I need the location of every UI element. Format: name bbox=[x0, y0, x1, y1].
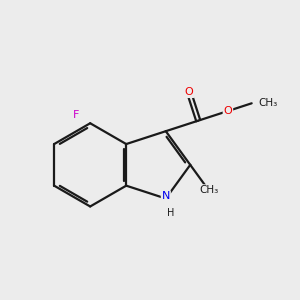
Text: N: N bbox=[162, 191, 170, 201]
Text: O: O bbox=[184, 87, 194, 97]
Text: O: O bbox=[224, 106, 232, 116]
Text: F: F bbox=[73, 110, 79, 120]
Text: CH₃: CH₃ bbox=[258, 98, 278, 108]
Text: CH₃: CH₃ bbox=[199, 185, 218, 195]
Text: H: H bbox=[167, 208, 174, 218]
